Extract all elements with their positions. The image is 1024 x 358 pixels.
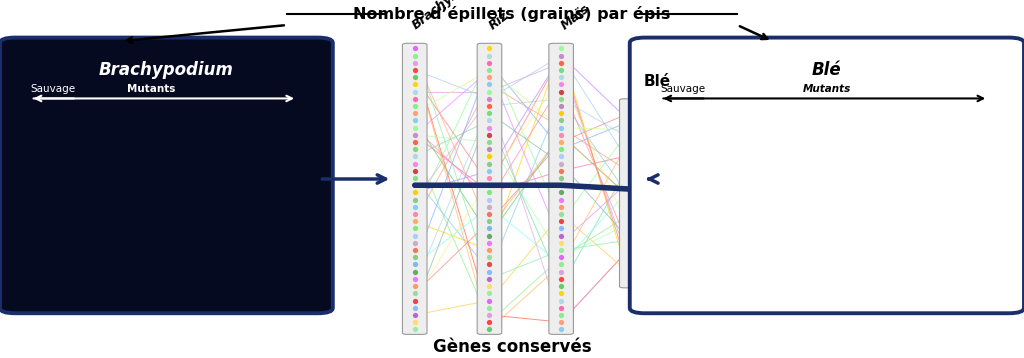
Text: Nombre d’épillets (grains) par épis: Nombre d’épillets (grains) par épis: [353, 6, 671, 22]
Text: Maïs: Maïs: [558, 2, 592, 32]
Text: Sauvage: Sauvage: [660, 84, 706, 95]
Text: Brachy.: Brachy.: [410, 0, 459, 32]
Text: Sauvage: Sauvage: [31, 84, 76, 95]
FancyBboxPatch shape: [477, 43, 502, 334]
Text: Blé: Blé: [644, 74, 671, 90]
Text: Gènes conservés: Gènes conservés: [433, 338, 591, 356]
Text: Riz: Riz: [486, 9, 511, 32]
FancyBboxPatch shape: [620, 99, 640, 288]
FancyBboxPatch shape: [0, 38, 333, 313]
Text: Brachypodium: Brachypodium: [99, 61, 233, 79]
FancyBboxPatch shape: [549, 43, 573, 334]
Text: Mutants: Mutants: [127, 84, 175, 95]
Text: Blé: Blé: [812, 61, 842, 79]
FancyBboxPatch shape: [402, 43, 427, 334]
FancyBboxPatch shape: [630, 38, 1024, 313]
Text: Mutants: Mutants: [803, 84, 851, 95]
